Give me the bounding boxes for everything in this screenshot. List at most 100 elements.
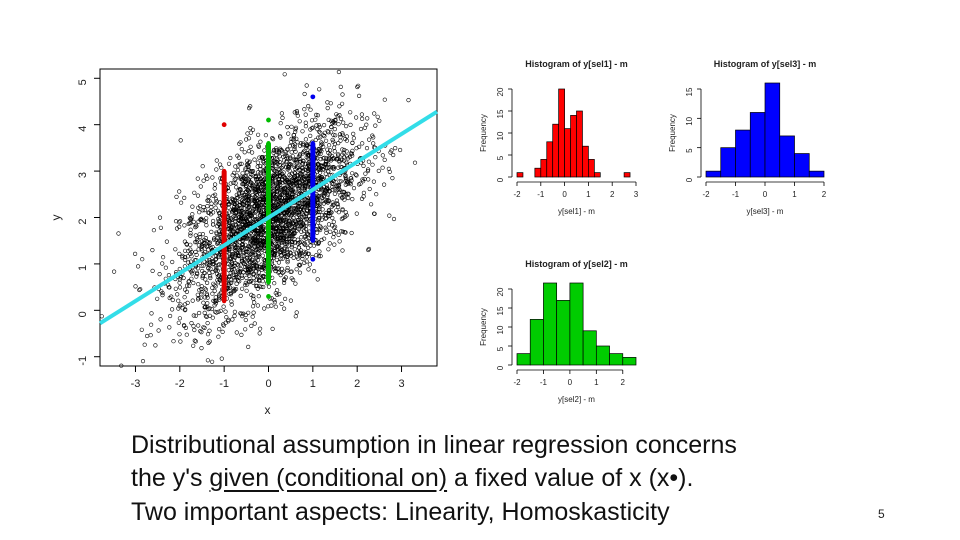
- scatter-point: [332, 187, 338, 192]
- scatter-point: [241, 311, 246, 316]
- scatter-point: [366, 159, 372, 164]
- scatter-point: [247, 257, 252, 263]
- scatter-point: [371, 179, 377, 184]
- scatter-point: [234, 330, 239, 335]
- scatter-point: [326, 157, 331, 162]
- scatter-point: [386, 166, 392, 171]
- scatter-point: [252, 300, 257, 305]
- scatter-point: [209, 204, 214, 210]
- scatter-point: [358, 126, 364, 132]
- scatter-point: [177, 251, 182, 256]
- scatter-point: [254, 255, 259, 260]
- scatter-point: [254, 199, 259, 204]
- hist1-bar: [546, 141, 554, 178]
- scatter-point: [286, 187, 291, 192]
- scatter-point: [293, 129, 298, 134]
- hist1-bar: [623, 172, 631, 178]
- scatter-point: [251, 252, 256, 257]
- scatter-point: [210, 175, 215, 180]
- scatter-point: [305, 153, 311, 158]
- scatter-point: [177, 316, 182, 321]
- scatter-point: [198, 234, 203, 240]
- strip-sel1-point: [221, 175, 227, 180]
- scatter-point: [199, 290, 204, 295]
- hist2-x-tick-label: -1: [540, 378, 548, 387]
- scatter-point: [315, 113, 321, 118]
- scatter-point: [316, 135, 321, 140]
- scatter-point: [176, 306, 181, 311]
- scatter-point: [330, 120, 335, 126]
- scatter-point: [177, 266, 182, 272]
- scatter-point: [207, 241, 212, 246]
- scatter-point: [256, 132, 261, 137]
- strip-sel1: [221, 122, 227, 304]
- scatter-point: [183, 248, 188, 253]
- scatter-point: [243, 197, 248, 202]
- scatter-point: [322, 162, 327, 167]
- scatter-point: [331, 166, 336, 172]
- scatter-point: [158, 225, 163, 230]
- scatter-point: [287, 168, 292, 173]
- x-tick-label: -3: [131, 378, 141, 390]
- scatter-point: [235, 168, 241, 173]
- scatter-point: [242, 219, 247, 224]
- scatter-point: [320, 207, 325, 212]
- scatter-point: [301, 159, 306, 164]
- scatter-point: [201, 263, 206, 268]
- scatter-point: [188, 231, 193, 236]
- scatter-point: [266, 284, 272, 289]
- scatter-point: [390, 176, 395, 181]
- scatter-points: [99, 69, 418, 368]
- scatter-point: [207, 198, 212, 203]
- strip-sel2-point: [266, 251, 271, 257]
- scatter-point: [234, 173, 240, 178]
- hist3-bar: [794, 153, 810, 178]
- scatter-point: [325, 100, 330, 105]
- scatter-point: [240, 238, 245, 243]
- scatter-point: [250, 314, 255, 319]
- scatter-point: [285, 222, 290, 227]
- scatter-point: [317, 174, 322, 179]
- scatter-point: [291, 255, 296, 260]
- scatter-point: [320, 199, 325, 204]
- scatter-point: [271, 255, 277, 260]
- scatter-point: [336, 141, 341, 146]
- scatter-point: [189, 321, 194, 326]
- scatter-point: [207, 328, 212, 333]
- scatter-point: [240, 245, 245, 250]
- strip-sel1-point: [221, 172, 227, 177]
- scatter-point: [207, 240, 213, 245]
- scatter-point: [230, 265, 235, 270]
- scatter-point: [284, 225, 289, 230]
- scatter-point: [220, 329, 225, 335]
- scatter-point: [276, 270, 281, 275]
- scatter-point: [281, 269, 287, 274]
- scatter-point: [177, 189, 182, 194]
- scatter-point: [229, 299, 234, 304]
- hist3-bar: [764, 82, 781, 178]
- scatter-point: [326, 117, 331, 122]
- hist1-x-tick-label: -2: [513, 190, 521, 199]
- scatter-point: [339, 216, 345, 222]
- scatter-point: [188, 233, 193, 238]
- scatter-point: [285, 260, 290, 265]
- scatter-point: [272, 204, 277, 209]
- scatter-point: [205, 332, 211, 337]
- scatter-point: [242, 261, 247, 267]
- scatter-point: [270, 136, 275, 141]
- scatter-point: [277, 292, 282, 297]
- scatter-point: [153, 343, 158, 348]
- scatter-point: [324, 230, 329, 235]
- scatter-point: [340, 101, 345, 106]
- scatter-point: [288, 187, 293, 192]
- scatter-point: [283, 195, 288, 200]
- scatter-point: [295, 113, 300, 118]
- scatter-point: [239, 273, 245, 278]
- scatter-point: [284, 242, 290, 247]
- strip-sel2-point: [266, 273, 271, 278]
- scatter-point: [200, 268, 205, 274]
- scatter-point: [292, 237, 297, 242]
- strip-sel2-point: [266, 219, 271, 224]
- scatter-point: [363, 171, 368, 176]
- strip-sel1-point: [221, 208, 227, 214]
